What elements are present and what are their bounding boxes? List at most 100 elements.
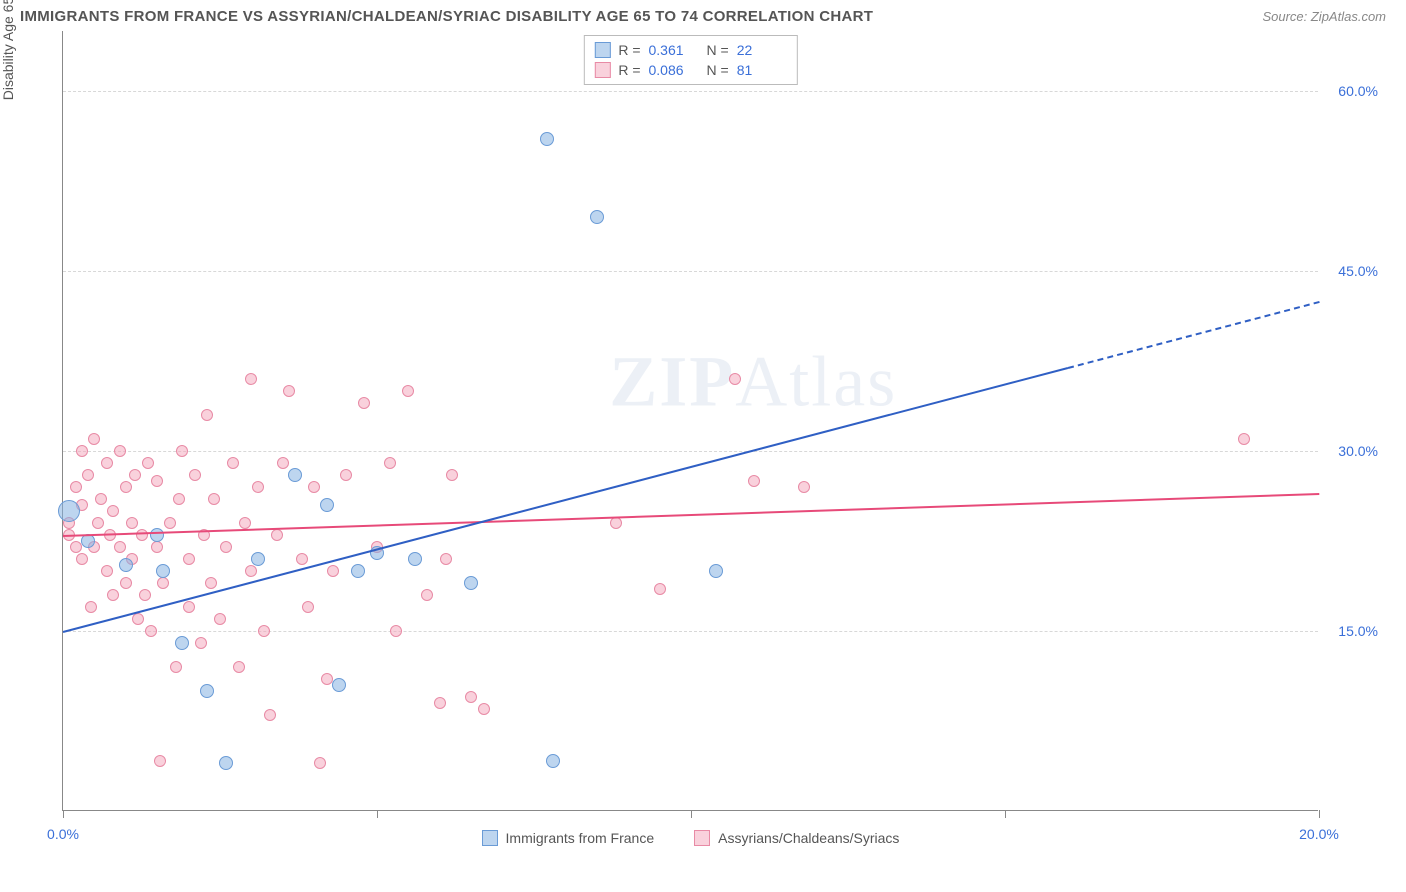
y-axis-label: Disability Age 65 to 74 [0,0,16,100]
data-point [208,493,220,505]
legend-swatch [694,830,710,846]
data-point [340,469,352,481]
trend-line [1068,301,1320,369]
data-point [114,541,126,553]
y-tick-label: 60.0% [1323,83,1378,99]
x-tick [1319,810,1320,818]
data-point [408,552,422,566]
data-point [288,468,302,482]
x-tick-label: 20.0% [1299,826,1339,842]
data-point [120,577,132,589]
gridline [63,271,1318,272]
data-point [546,754,560,768]
data-point [296,553,308,565]
gridline [63,451,1318,452]
data-point [88,433,100,445]
data-point [76,553,88,565]
legend-item: Immigrants from France [482,830,655,846]
data-point [151,475,163,487]
data-point [156,564,170,578]
data-point [478,703,490,715]
data-point [189,469,201,481]
data-point [264,709,276,721]
data-point [440,553,452,565]
x-tick-label: 0.0% [47,826,79,842]
legend-correlation: R =0.361N =22R =0.086N =81 [583,35,797,85]
gridline [63,631,1318,632]
data-point [227,457,239,469]
data-point [175,636,189,650]
data-point [308,481,320,493]
data-point [176,445,188,457]
data-point [271,529,283,541]
data-point [239,517,251,529]
x-tick [1005,810,1006,818]
data-point [85,601,97,613]
x-tick [691,810,692,818]
data-point [245,373,257,385]
data-point [173,493,185,505]
data-point [129,469,141,481]
data-point [384,457,396,469]
data-point [157,577,169,589]
data-point [277,457,289,469]
data-point [119,558,133,572]
legend-r-label: R = [618,42,640,58]
data-point [729,373,741,385]
data-point [421,589,433,601]
data-point [302,601,314,613]
data-point [170,661,182,673]
legend-row: R =0.361N =22 [594,40,786,60]
x-tick [63,810,64,818]
data-point [464,576,478,590]
title-bar: IMMIGRANTS FROM FRANCE VS ASSYRIAN/CHALD… [0,0,1406,29]
data-point [70,541,82,553]
data-point [145,625,157,637]
legend-row: R =0.086N =81 [594,60,786,80]
data-point [798,481,810,493]
data-point [183,553,195,565]
data-point [107,505,119,517]
legend-label: Assyrians/Chaldeans/Syriacs [718,830,899,846]
data-point [1238,433,1250,445]
data-point [114,445,126,457]
data-point [351,564,365,578]
legend-n-label: N = [707,42,729,58]
data-point [132,613,144,625]
data-point [258,625,270,637]
legend-swatch [594,62,610,78]
data-point [540,132,554,146]
data-point [195,637,207,649]
data-point [120,481,132,493]
legend-swatch [482,830,498,846]
data-point [151,541,163,553]
y-tick-label: 30.0% [1323,443,1378,459]
data-point [402,385,414,397]
data-point [126,517,138,529]
y-tick-label: 15.0% [1323,623,1378,639]
data-point [610,517,622,529]
data-point [283,385,295,397]
data-point [590,210,604,224]
data-point [465,691,477,703]
data-point [142,457,154,469]
data-point [58,500,80,522]
data-point [390,625,402,637]
data-point [245,565,257,577]
legend-series: Immigrants from France Assyrians/Chaldean… [63,830,1318,846]
source-label: Source: ZipAtlas.com [1262,9,1386,24]
watermark: ZIPAtlas [609,340,897,423]
x-tick [377,810,378,818]
data-point [82,469,94,481]
data-point [314,757,326,769]
legend-r-label: R = [618,62,640,78]
data-point [220,541,232,553]
data-point [327,565,339,577]
plot-region: ZIPAtlas R =0.361N =22R =0.086N =81 Immi… [62,31,1318,811]
data-point [200,684,214,698]
data-point [70,481,82,493]
data-point [76,445,88,457]
data-point [233,661,245,673]
data-point [150,528,164,542]
data-point [219,756,233,770]
